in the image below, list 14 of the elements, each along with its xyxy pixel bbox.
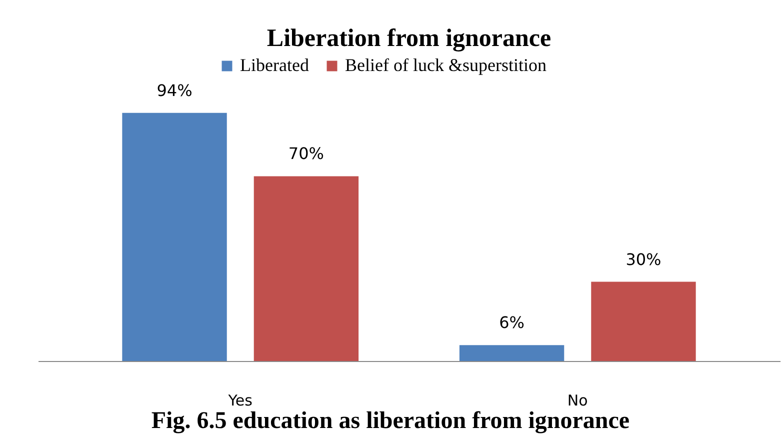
- bar: [459, 345, 564, 361]
- x-tick-label: Yes: [227, 392, 253, 410]
- data-label: 70%: [288, 144, 324, 164]
- data-label: 94%: [156, 80, 192, 100]
- x-tick-label: No: [567, 392, 588, 410]
- bar: [254, 176, 359, 361]
- chart-title: Liberation from ignorance: [266, 25, 552, 52]
- legend-label: Belief of luck &superstition: [345, 55, 546, 75]
- bar: [591, 282, 696, 361]
- data-label: 6%: [499, 313, 524, 332]
- caption: Fig. 6.5 education as liberation from ignorance: [150, 408, 631, 435]
- data-label: 30%: [626, 250, 662, 269]
- bar: [122, 112, 227, 361]
- legend-label: Liberated: [240, 55, 309, 75]
